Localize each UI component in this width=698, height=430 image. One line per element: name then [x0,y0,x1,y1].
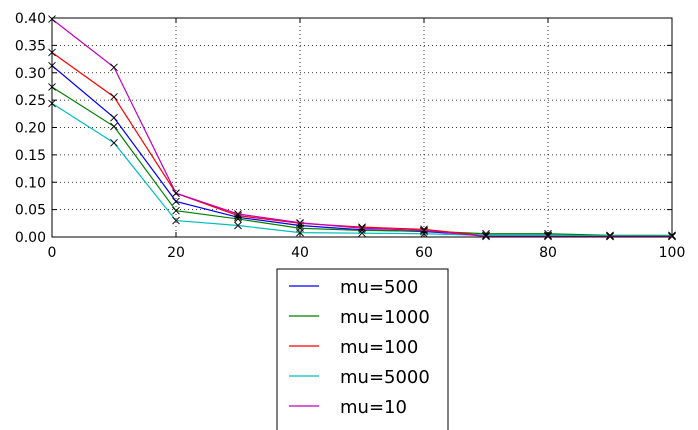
series-line [51,102,672,237]
legend-entry: mu=100 [289,337,418,358]
data-point [172,197,180,206]
legend-label: mu=1000 [340,307,430,328]
series-line [51,65,672,237]
data-point [420,226,428,235]
series-layer [48,15,676,241]
series-line [51,86,672,236]
data-point [110,113,118,122]
legend-entry: mu=5000 [289,367,430,388]
legend-box [276,268,449,430]
legend-label: mu=500 [340,277,418,298]
x-tick-label: 80 [539,245,557,261]
data-point [110,63,118,72]
y-tick-label: 0.15 [15,148,46,164]
data-point [296,218,304,227]
data-point [110,93,118,101]
series-mu=10 [48,15,676,241]
x-tick-label: 100 [659,245,686,261]
data-point [172,206,180,215]
y-tick-label: 0.20 [15,121,46,137]
legend-label: mu=5000 [340,367,430,388]
series-mu=1000 [48,83,676,240]
legend-label: mu=100 [340,337,418,358]
x-tick-label: 20 [167,245,185,261]
series-mu=100 [48,48,676,241]
x-tick-label: 60 [415,245,433,261]
grid-layer [52,18,672,237]
legend: mu=500 mu=1000 mu=100 mu=5000 mu=10 [276,268,449,430]
data-point [110,122,118,131]
x-tick-label: 40 [291,245,309,261]
series-line [51,52,672,238]
data-point [234,221,242,230]
data-point [172,189,180,198]
y-tick-label: 0.05 [15,203,46,219]
data-point [358,223,366,231]
legend-entry: mu=10 [289,397,407,418]
ticks-layer: 0 20 40 60 80 100 0.00 0.05 0.10 0.15 0.20 0.25 0.30… [15,11,686,261]
y-tick-label: 0.40 [15,11,46,27]
x-tick-label: 0 [48,245,57,261]
data-point [358,224,366,233]
legend-entry: mu=1000 [289,307,430,328]
data-point [172,216,180,225]
series-mu=500 [48,61,676,240]
data-point [606,232,614,241]
y-tick-label: 0.30 [15,66,46,82]
data-point [110,139,118,147]
data-point [482,231,490,240]
y-tick-label: 0.35 [15,38,46,54]
legend-entry: mu=500 [289,277,418,298]
y-tick-label: 0.10 [15,175,46,191]
legend-label: mu=10 [340,397,407,418]
y-tick-label: 0.25 [15,93,46,109]
data-point [482,232,490,241]
series-mu=5000 [48,99,676,240]
y-tick-label: 0.00 [15,230,46,246]
data-point [234,210,242,218]
